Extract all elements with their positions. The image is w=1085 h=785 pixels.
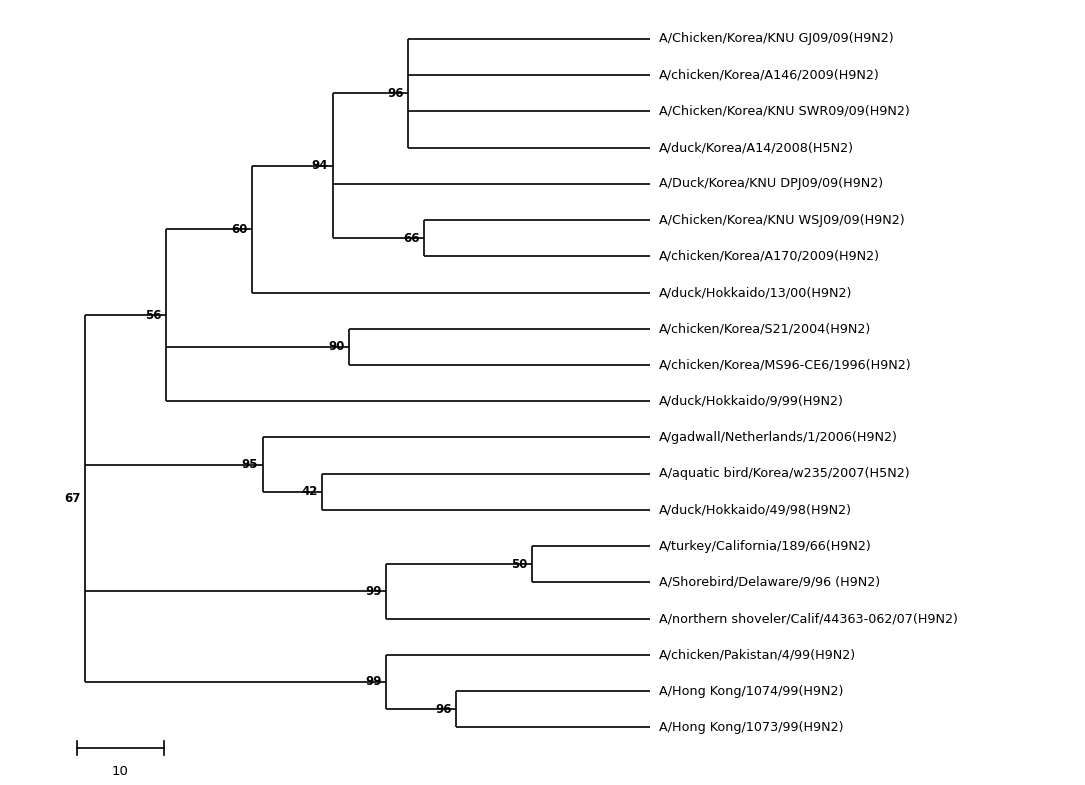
Text: A/duck/Hokkaido/9/99(H9N2): A/duck/Hokkaido/9/99(H9N2) <box>659 395 844 407</box>
Text: 50: 50 <box>511 557 527 571</box>
Text: A/northern shoveler/Calif/44363-062/07(H9N2): A/northern shoveler/Calif/44363-062/07(H… <box>659 612 958 625</box>
Text: A/turkey/California/189/66(H9N2): A/turkey/California/189/66(H9N2) <box>659 539 871 553</box>
Text: A/chicken/Korea/S21/2004(H9N2): A/chicken/Korea/S21/2004(H9N2) <box>659 323 871 335</box>
Text: A/Chicken/Korea/KNU GJ09/09(H9N2): A/Chicken/Korea/KNU GJ09/09(H9N2) <box>659 32 893 46</box>
Text: 67: 67 <box>64 492 80 505</box>
Text: 94: 94 <box>311 159 329 172</box>
Text: A/Chicken/Korea/KNU WSJ09/09(H9N2): A/Chicken/Korea/KNU WSJ09/09(H9N2) <box>659 214 905 227</box>
Text: 90: 90 <box>328 341 344 353</box>
Text: A/chicken/Korea/A146/2009(H9N2): A/chicken/Korea/A146/2009(H9N2) <box>659 69 880 82</box>
Text: 10: 10 <box>112 765 129 778</box>
Text: A/Chicken/Korea/KNU SWR09/09(H9N2): A/Chicken/Korea/KNU SWR09/09(H9N2) <box>659 105 909 118</box>
Text: A/gadwall/Netherlands/1/2006(H9N2): A/gadwall/Netherlands/1/2006(H9N2) <box>659 431 897 444</box>
Text: A/duck/Hokkaido/49/98(H9N2): A/duck/Hokkaido/49/98(H9N2) <box>659 503 852 517</box>
Text: 42: 42 <box>302 485 318 498</box>
Text: A/Shorebird/Delaware/9/96 (H9N2): A/Shorebird/Delaware/9/96 (H9N2) <box>659 576 880 589</box>
Text: A/chicken/Korea/A170/2009(H9N2): A/chicken/Korea/A170/2009(H9N2) <box>659 250 880 263</box>
Text: 96: 96 <box>387 87 404 100</box>
Text: A/Hong Kong/1074/99(H9N2): A/Hong Kong/1074/99(H9N2) <box>659 685 843 698</box>
Text: A/chicken/Korea/MS96-CE6/1996(H9N2): A/chicken/Korea/MS96-CE6/1996(H9N2) <box>659 359 911 371</box>
Text: A/aquatic bird/Korea/w235/2007(H5N2): A/aquatic bird/Korea/w235/2007(H5N2) <box>659 467 909 480</box>
Text: A/chicken/Pakistan/4/99(H9N2): A/chicken/Pakistan/4/99(H9N2) <box>659 648 856 661</box>
Text: 56: 56 <box>145 309 162 322</box>
Text: 66: 66 <box>404 232 420 245</box>
Text: A/Duck/Korea/KNU DPJ09/09(H9N2): A/Duck/Korea/KNU DPJ09/09(H9N2) <box>659 177 883 191</box>
Text: 60: 60 <box>231 223 247 235</box>
Text: A/duck/Korea/A14/2008(H5N2): A/duck/Korea/A14/2008(H5N2) <box>659 141 854 154</box>
Text: A/Hong Kong/1073/99(H9N2): A/Hong Kong/1073/99(H9N2) <box>659 721 843 734</box>
Text: A/duck/Hokkaido/13/00(H9N2): A/duck/Hokkaido/13/00(H9N2) <box>659 286 852 299</box>
Text: 99: 99 <box>366 585 382 598</box>
Text: 96: 96 <box>435 703 452 716</box>
Text: 99: 99 <box>366 675 382 688</box>
Text: 95: 95 <box>242 458 258 471</box>
